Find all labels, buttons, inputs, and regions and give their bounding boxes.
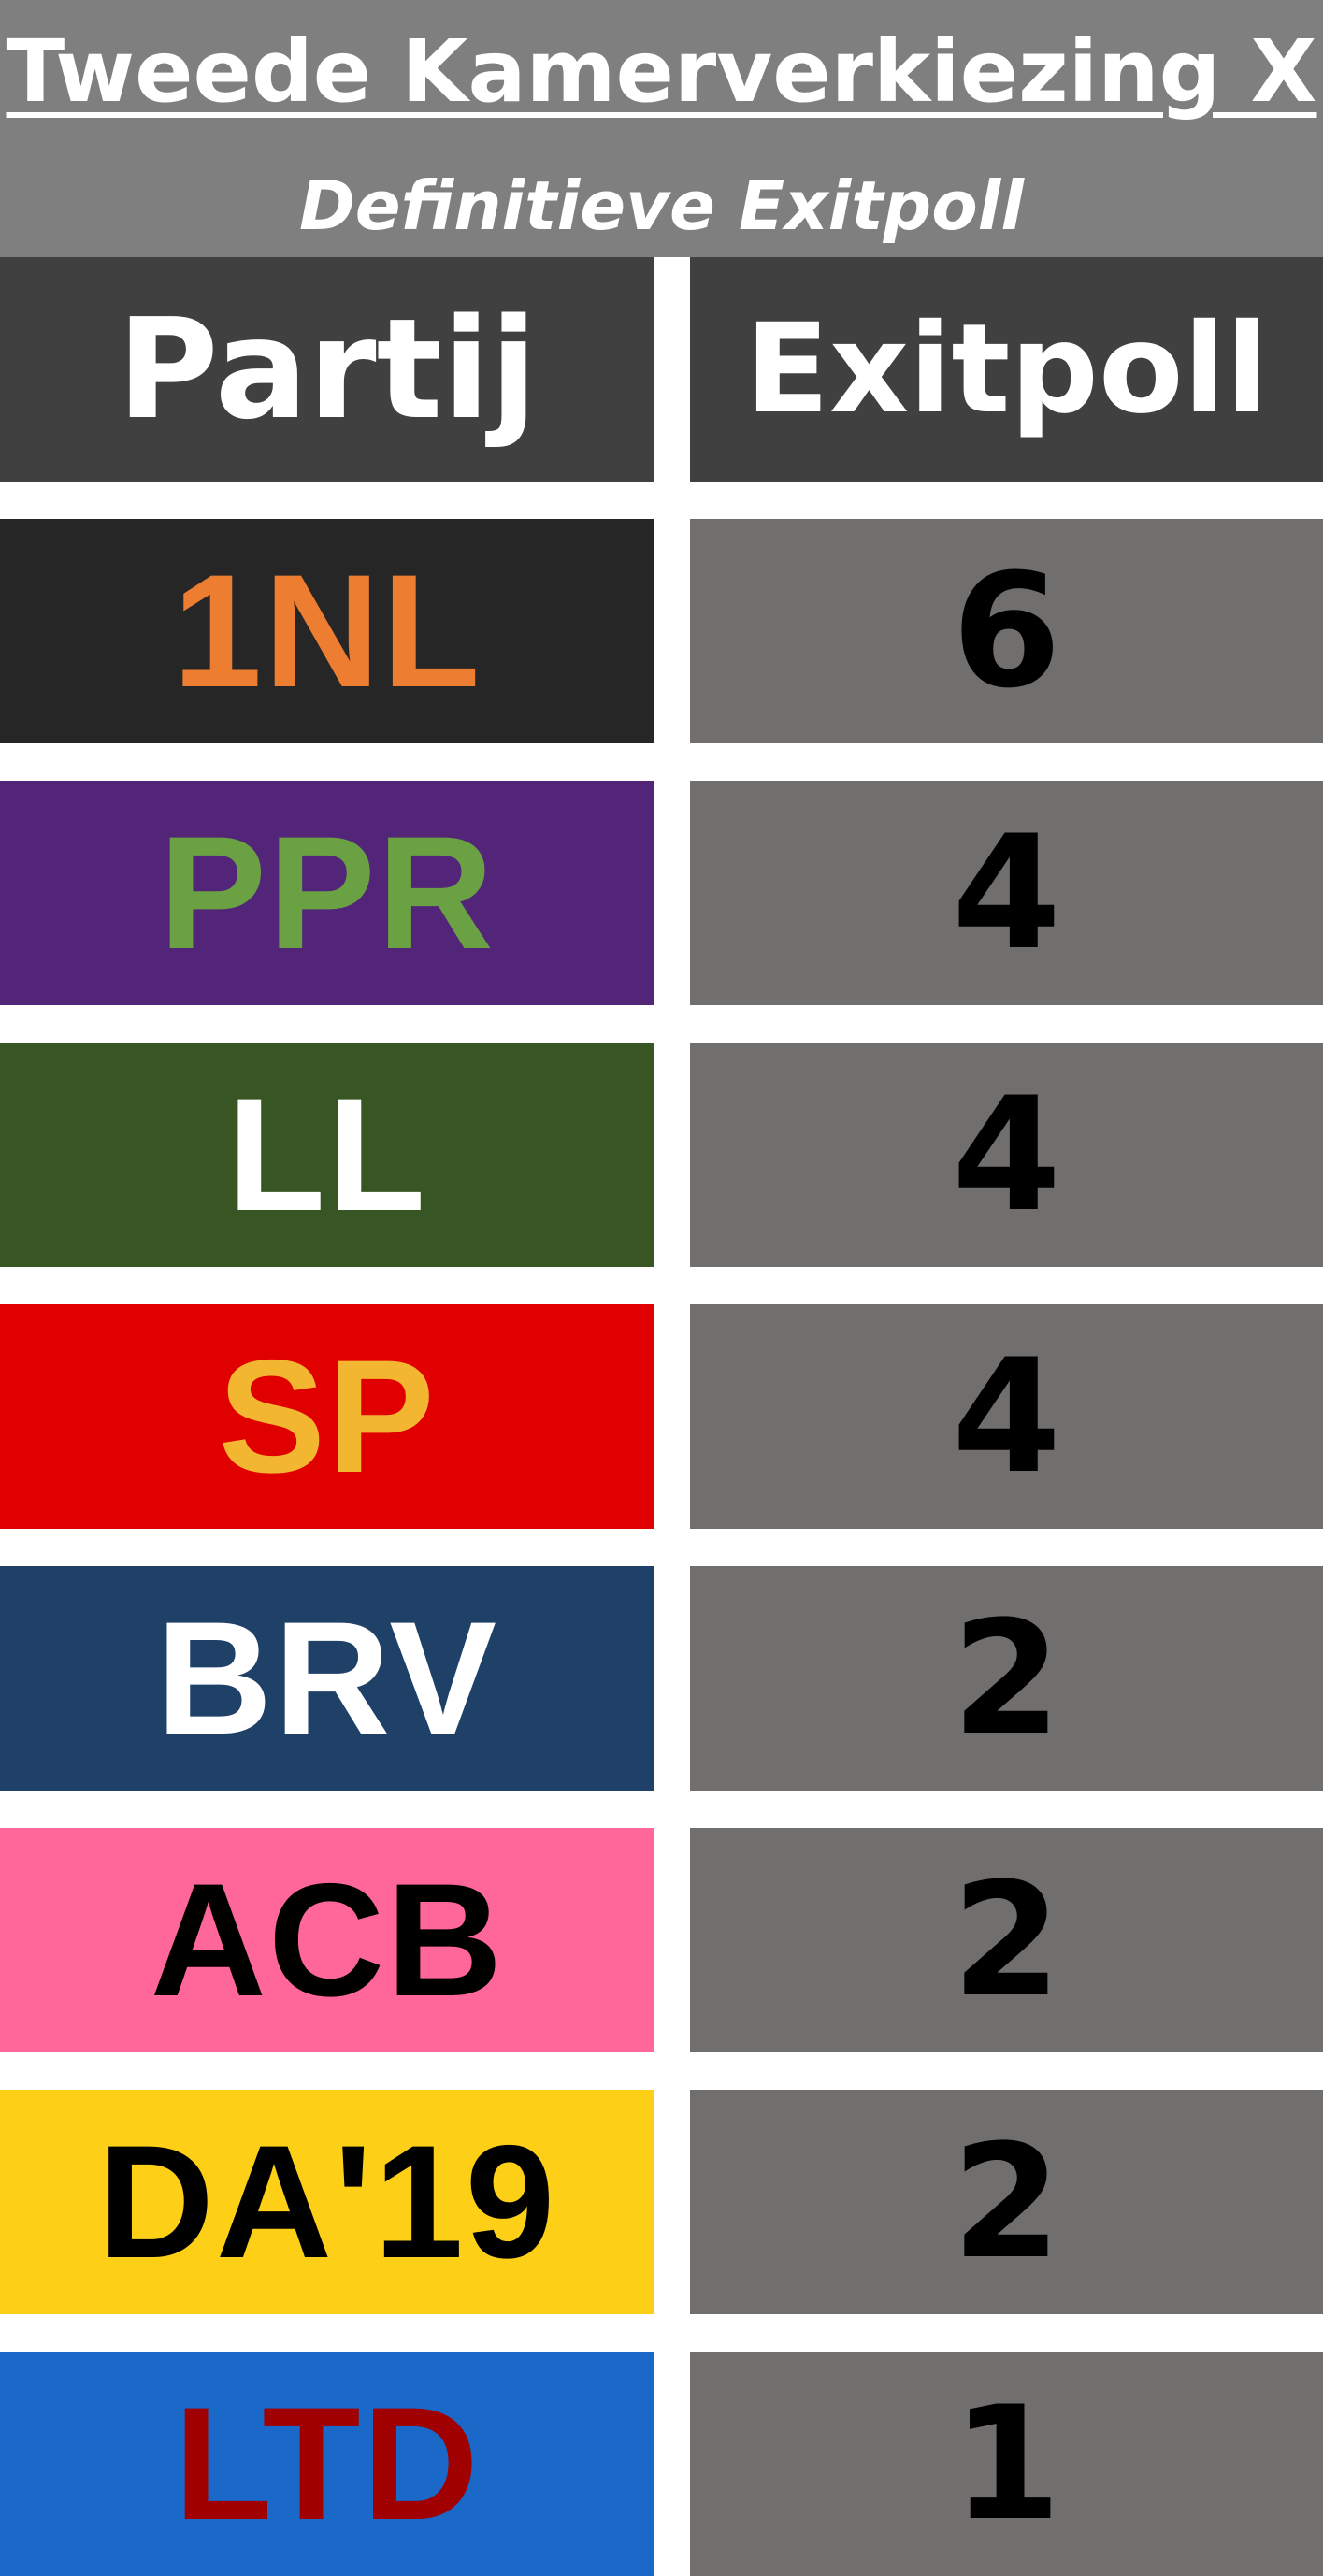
seat-count-cell: 1 [690, 2352, 1323, 2576]
seat-count-cell: 4 [690, 781, 1323, 1005]
party-name-cell: 1NL [0, 519, 654, 743]
column-header-party: Partij [0, 257, 654, 482]
party-name-cell: SP [0, 1304, 654, 1529]
party-name-cell: BRV [0, 1566, 654, 1791]
seat-count-cell: 2 [690, 1828, 1323, 2052]
seat-count-cell: 2 [690, 1566, 1323, 1791]
seat-count-cell: 6 [690, 519, 1323, 743]
table-row: PPR 4 [0, 781, 1323, 1005]
party-name-cell: DA'19 [0, 2090, 654, 2314]
seat-count-cell: 2 [690, 2090, 1323, 2314]
table-row: DA'19 2 [0, 2090, 1323, 2314]
table-row: BRV 2 [0, 1566, 1323, 1791]
party-name-cell: LL [0, 1043, 654, 1267]
column-header-exitpoll: Exitpoll [690, 257, 1323, 482]
table-row: LL 4 [0, 1043, 1323, 1267]
party-name-cell: LTD [0, 2352, 654, 2576]
table-row: LTD 1 [0, 2352, 1323, 2576]
party-name-cell: PPR [0, 781, 654, 1005]
party-name-cell: ACB [0, 1828, 654, 2052]
title-banner: Tweede Kamerverkiezing X Definitieve Exi… [0, 0, 1323, 257]
page-title: Tweede Kamerverkiezing X [6, 22, 1317, 122]
page-subtitle: Definitieve Exitpoll [298, 166, 1025, 245]
table-row: 1NL 6 [0, 519, 1323, 743]
seat-count-cell: 4 [690, 1304, 1323, 1529]
table-row: ACB 2 [0, 1828, 1323, 2052]
seat-count-cell: 4 [690, 1043, 1323, 1267]
table-row: SP 4 [0, 1304, 1323, 1529]
